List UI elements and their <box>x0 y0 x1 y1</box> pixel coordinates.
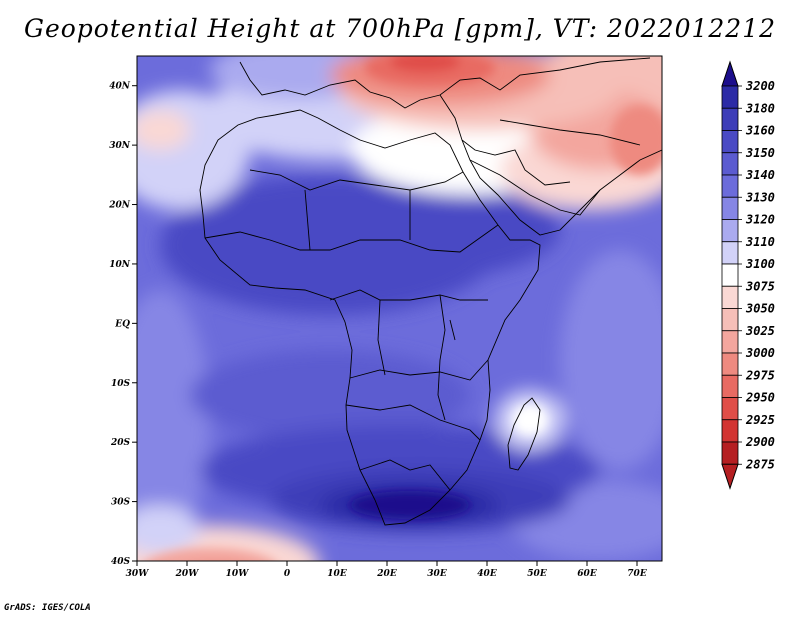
y-tick-label: 40N <box>109 82 131 92</box>
colorbar-top-arrow <box>721 60 739 87</box>
x-tick-label: 40E <box>477 569 497 579</box>
x-tick-label: 10E <box>327 569 347 579</box>
colorbar-swatch <box>721 241 739 265</box>
africa-coastline <box>199 109 541 526</box>
x-tick-label: 30W <box>126 569 150 579</box>
x-tick-label: 30E <box>427 569 447 579</box>
y-tick-label: 40S <box>111 557 131 567</box>
y-tick-label: 30S <box>111 498 131 508</box>
x-axis: 30W 20W 10W 0 10E 20E 30E 40E 50E 60E 70E <box>126 561 647 579</box>
colorbar-swatch <box>721 196 739 220</box>
plot-frame <box>136 55 663 562</box>
colorbar-swatch <box>721 308 739 332</box>
colorbar-swatch <box>721 419 739 443</box>
x-tick-label: 20E <box>376 569 397 579</box>
colorbar-swatch <box>721 263 739 287</box>
colorbar-label: 3140 <box>745 168 775 182</box>
colorbar-label: 3200 <box>745 79 775 93</box>
grads-credit: GrADS: IGES/COLA <box>4 603 91 613</box>
colorbar-swatch <box>721 219 739 243</box>
colorbar-label: 3075 <box>745 279 775 293</box>
madagascar-coastline <box>507 397 541 471</box>
coastlines-and-borders <box>199 57 662 526</box>
colorbar-swatch <box>721 397 739 421</box>
colorbar-swatch <box>721 330 739 354</box>
colorbar-bottom-arrow <box>721 463 739 490</box>
y-tick-label: 10N <box>109 260 131 270</box>
colorbar-swatch <box>721 374 739 398</box>
colorbar-swatch <box>721 85 739 109</box>
y-tick-label: 10S <box>111 379 131 389</box>
europe-coastline <box>239 57 651 109</box>
x-tick-label: 20W <box>175 569 200 579</box>
colorbar-swatch <box>721 152 739 176</box>
map-title: Geopotential Height at 700hPa [gpm], VT:… <box>23 14 777 43</box>
x-tick-label: 10W <box>226 569 250 579</box>
colorbar-label: 3110 <box>745 235 775 249</box>
x-tick-label: 70E <box>627 569 647 579</box>
y-tick-label: 30N <box>109 141 131 151</box>
colorbar-swatch <box>721 107 739 131</box>
colorbar-label: 3160 <box>745 124 775 138</box>
colorbar-swatch <box>721 130 739 154</box>
colorbar-label: 3130 <box>745 190 775 204</box>
colorbar-label: 3120 <box>745 213 775 227</box>
x-tick-label: 50E <box>527 569 547 579</box>
colorbar-swatch <box>721 441 739 465</box>
colorbar-label: 2950 <box>745 391 775 405</box>
y-tick-label: 20N <box>108 201 131 211</box>
colorbar-label: 3180 <box>745 101 775 115</box>
colorbar-label: 2900 <box>745 435 775 449</box>
colorbar-label: 3025 <box>745 324 775 338</box>
colorbar-label: 3100 <box>745 257 775 271</box>
y-tick-label: EQ <box>114 319 130 329</box>
x-tick-label: 60E <box>577 569 597 579</box>
colorbar-label: 2975 <box>745 368 775 382</box>
x-tick-label: 0 <box>284 569 291 579</box>
colorbar: 3200 3180 3160 3150 3140 3130 3120 3110 3100 3075… <box>721 60 775 490</box>
colorbar-swatch <box>721 352 739 376</box>
y-tick-label: 20S <box>110 438 131 448</box>
colorbar-label: 2875 <box>745 457 775 471</box>
colorbar-label: 2925 <box>745 413 775 427</box>
colorbar-label: 3000 <box>745 346 775 360</box>
y-axis: 40N 30N 20N 10N EQ 10S 20S 30S 40S <box>108 82 137 567</box>
colorbar-label: 3050 <box>745 302 775 316</box>
height-field <box>137 56 662 561</box>
colorbar-label: 3150 <box>745 146 775 160</box>
colorbar-swatch <box>721 174 739 198</box>
colorbar-swatch <box>721 285 739 309</box>
